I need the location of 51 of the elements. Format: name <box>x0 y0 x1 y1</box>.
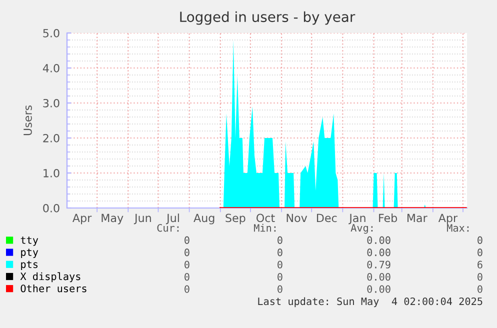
text: 0 <box>184 272 190 281</box>
y-tick-label: 5.0 <box>43 28 60 38</box>
x-tick-label: Apr <box>72 214 92 224</box>
text: 0 <box>184 285 190 293</box>
legend-label: Other users <box>20 284 86 292</box>
x-tick-label: Feb <box>379 214 398 222</box>
x-tick-label: Nov <box>286 214 308 222</box>
text: Last update: Sun May 4 02:00:04 2025 <box>258 297 482 308</box>
x-tick-label: Oct <box>256 214 275 222</box>
x-tick-label: Jul <box>166 214 179 224</box>
x-tick-label: Jan <box>348 214 366 224</box>
text: 0.79 <box>367 260 390 268</box>
text: 0.00 <box>367 272 390 281</box>
text: 0.00 <box>367 236 390 244</box>
y-tick-label: 2.0 <box>43 134 60 142</box>
text: Avg: <box>350 224 373 234</box>
legend-label: X displays <box>20 272 80 282</box>
y-tick-label: 3.0 <box>43 98 60 108</box>
text: 0 <box>478 248 482 256</box>
text: 6 <box>478 260 482 268</box>
text: 0 <box>278 248 282 256</box>
text: 0 <box>184 260 190 268</box>
text: 0 <box>278 285 282 293</box>
y-tick-label: 1.0 <box>44 168 60 178</box>
x-tick-label: Mar <box>407 214 428 222</box>
text: 0.00 <box>367 248 390 256</box>
x-tick-label: Apr <box>438 214 458 224</box>
text: 0 <box>278 236 282 244</box>
y-tick-label: 0.0 <box>43 204 60 212</box>
y-axis-title: Users <box>24 105 32 136</box>
text: 0 <box>478 285 482 293</box>
text: Min: <box>254 224 276 232</box>
text: 0 <box>278 272 282 281</box>
text: 0.00 <box>367 285 390 293</box>
text: Cur: <box>157 224 179 232</box>
x-tick-label: Jun <box>134 214 151 224</box>
text: 0 <box>278 260 282 268</box>
chart-title: Logged in users - by year <box>180 11 356 25</box>
text: 0 <box>478 272 482 281</box>
legend-label: tty <box>20 236 38 246</box>
text: 0 <box>478 236 482 244</box>
legend-label: pty <box>21 248 38 258</box>
y-tick-label: 4.0 <box>42 64 60 72</box>
text: 0 <box>184 248 190 256</box>
x-tick-label: May <box>102 214 124 224</box>
x-tick-label: Sep <box>226 214 246 224</box>
legend-label: pts <box>21 260 38 270</box>
x-tick-label: Aug <box>194 214 214 224</box>
x-tick-label: Dec <box>316 214 337 222</box>
text: 0 <box>184 236 190 244</box>
text: Max: <box>447 224 469 232</box>
